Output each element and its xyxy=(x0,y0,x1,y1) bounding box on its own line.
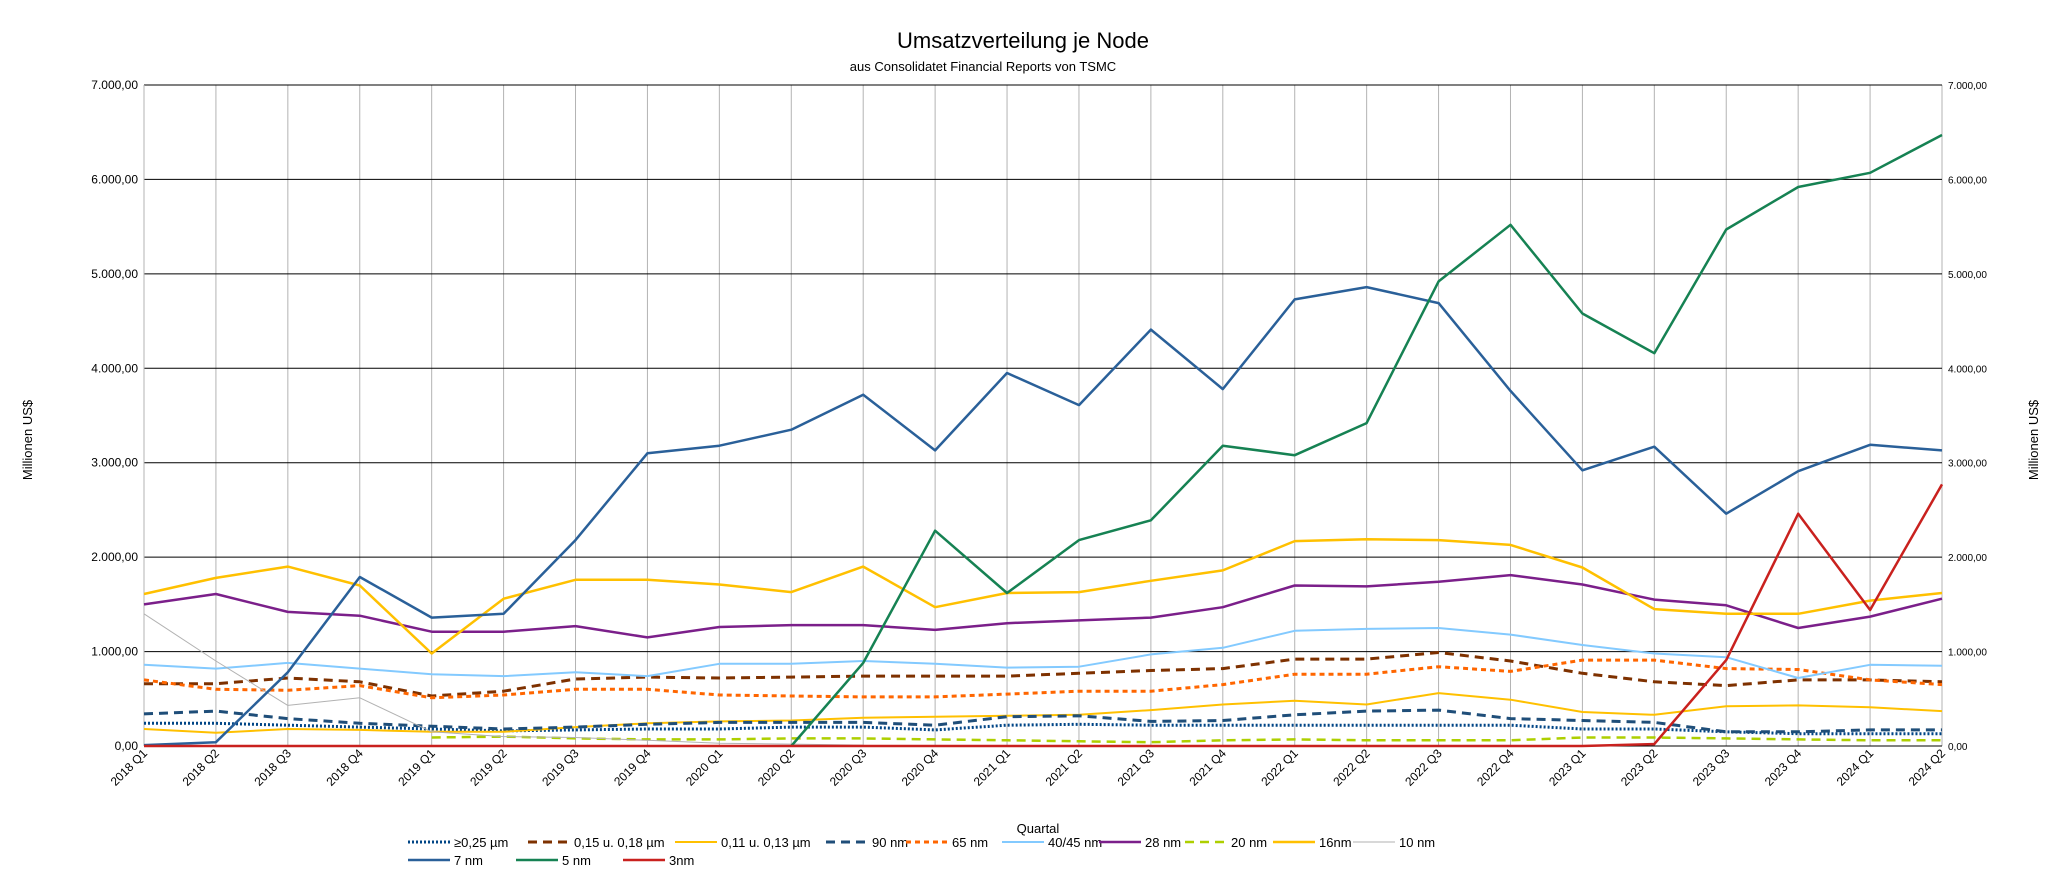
y-tick-label-right: 5.000,00 xyxy=(1948,270,1987,281)
legend-label: 3nm xyxy=(669,853,694,868)
y-tick-labels: 0,00 0,00 1.000,00 1.000,00 2.000,00 2.000,00… xyxy=(91,78,1987,753)
x-tick-label: 2023 Q4 xyxy=(1762,746,1805,789)
x-tick-labels: 2018 Q1 2018 Q2 2018 Q3 2018 Q4 2019 Q1 2019 … xyxy=(108,746,1949,789)
legend-label: ≥0,25 µm xyxy=(454,835,508,850)
series-line xyxy=(144,651,1943,698)
legend-label: 0,11 u. 0,13 µm xyxy=(721,835,811,850)
x-tick-label: 2023 Q3 xyxy=(1690,746,1733,789)
x-tick-label: 2019 Q4 xyxy=(611,746,654,789)
y-tick-label-left: 0,00 xyxy=(115,739,139,753)
legend-label: 65 nm xyxy=(952,835,988,850)
series-line xyxy=(790,133,1943,747)
series-line xyxy=(143,613,864,746)
y-tick-label-right: 6.000,00 xyxy=(1948,175,1987,186)
x-tick-label: 2020 Q3 xyxy=(827,746,870,789)
x-tick-label: 2023 Q2 xyxy=(1618,746,1661,789)
legend-label: 20 nm xyxy=(1231,835,1267,850)
y-tick-label-right: 3.000,00 xyxy=(1948,459,1987,470)
series-line xyxy=(431,735,1942,744)
x-tick-label: 2021 Q3 xyxy=(1115,746,1158,789)
series-line xyxy=(144,483,1944,748)
y-tick-label-left: 7.000,00 xyxy=(91,78,138,92)
y-tick-label-right: 1.000,00 xyxy=(1948,648,1987,659)
y-tick-label-right: 4.000,00 xyxy=(1948,364,1987,375)
x-tick-label: 2021 Q1 xyxy=(971,746,1014,789)
y-axis-label-right: Millionen US$ xyxy=(2026,399,2041,480)
x-tick-label: 2019 Q3 xyxy=(539,746,582,789)
y-tick-label-left: 3.000,00 xyxy=(91,456,138,470)
y-tick-label-left: 1.000,00 xyxy=(91,645,138,659)
x-tick-label: 2018 Q4 xyxy=(323,746,366,789)
chart-subtitle: aus Consolidatet Financial Reports von T… xyxy=(850,59,1116,74)
y-tick-label-left: 2.000,00 xyxy=(91,550,138,564)
y-tick-label-left: 4.000,00 xyxy=(91,361,138,375)
y-tick-label-right: 0,00 xyxy=(1948,742,1968,753)
legend-label: 40/45 nm xyxy=(1048,835,1102,850)
series-line xyxy=(143,708,1942,734)
x-tick-label: 2018 Q2 xyxy=(180,746,223,789)
y-tick-label-right: 7.000,00 xyxy=(1948,81,1987,92)
legend-label: 90 nm xyxy=(872,835,908,850)
grid xyxy=(143,84,1943,747)
series-lines xyxy=(143,133,1944,748)
series-line xyxy=(143,537,1943,655)
series-line xyxy=(143,573,1943,639)
x-tick-label: 2022 Q1 xyxy=(1258,746,1301,789)
x-tick-label: 2018 Q3 xyxy=(252,746,295,789)
legend-label: 10 nm xyxy=(1399,835,1435,850)
x-tick-label: 2020 Q1 xyxy=(683,746,726,789)
x-tick-label: 2022 Q2 xyxy=(1330,746,1373,789)
x-tick-label: 2022 Q3 xyxy=(1402,746,1445,789)
y-tick-label-right: 2.000,00 xyxy=(1948,553,1987,564)
x-tick-label: 2021 Q4 xyxy=(1186,746,1229,789)
x-tick-label: 2024 Q1 xyxy=(1834,746,1877,789)
legend-label: 0,15 u. 0,18 µm xyxy=(574,835,665,850)
x-axis-label: Quartal xyxy=(1017,821,1060,836)
series-line xyxy=(143,627,1943,679)
legend-label: 5 nm xyxy=(562,853,591,868)
y-tick-label-left: 5.000,00 xyxy=(91,267,138,281)
x-tick-label: 2019 Q1 xyxy=(395,746,438,789)
x-tick-label: 2019 Q2 xyxy=(467,746,510,789)
series-line xyxy=(143,658,1943,700)
chart-title: Umsatzverteilung je Node xyxy=(897,28,1149,53)
x-tick-label: 2024 Q2 xyxy=(1906,746,1949,789)
series-line xyxy=(143,285,1943,747)
x-tick-label: 2022 Q4 xyxy=(1474,746,1517,789)
y-tick-label-left: 6.000,00 xyxy=(91,172,138,186)
x-tick-label: 2020 Q2 xyxy=(755,746,798,789)
legend-label: 7 nm xyxy=(454,853,483,868)
x-tick-label: 2023 Q1 xyxy=(1546,746,1589,789)
x-tick-label: 2020 Q4 xyxy=(899,746,942,789)
y-axis-label-left: Millionen US$ xyxy=(20,399,35,480)
legend-label: 16nm xyxy=(1319,835,1352,850)
x-tick-label: 2021 Q2 xyxy=(1043,746,1086,789)
legend: ≥0,25 µm 0,15 u. 0,18 µm 0,11 u. 0,13 µm 90… xyxy=(408,835,1435,868)
legend-label: 28 nm xyxy=(1145,835,1181,850)
